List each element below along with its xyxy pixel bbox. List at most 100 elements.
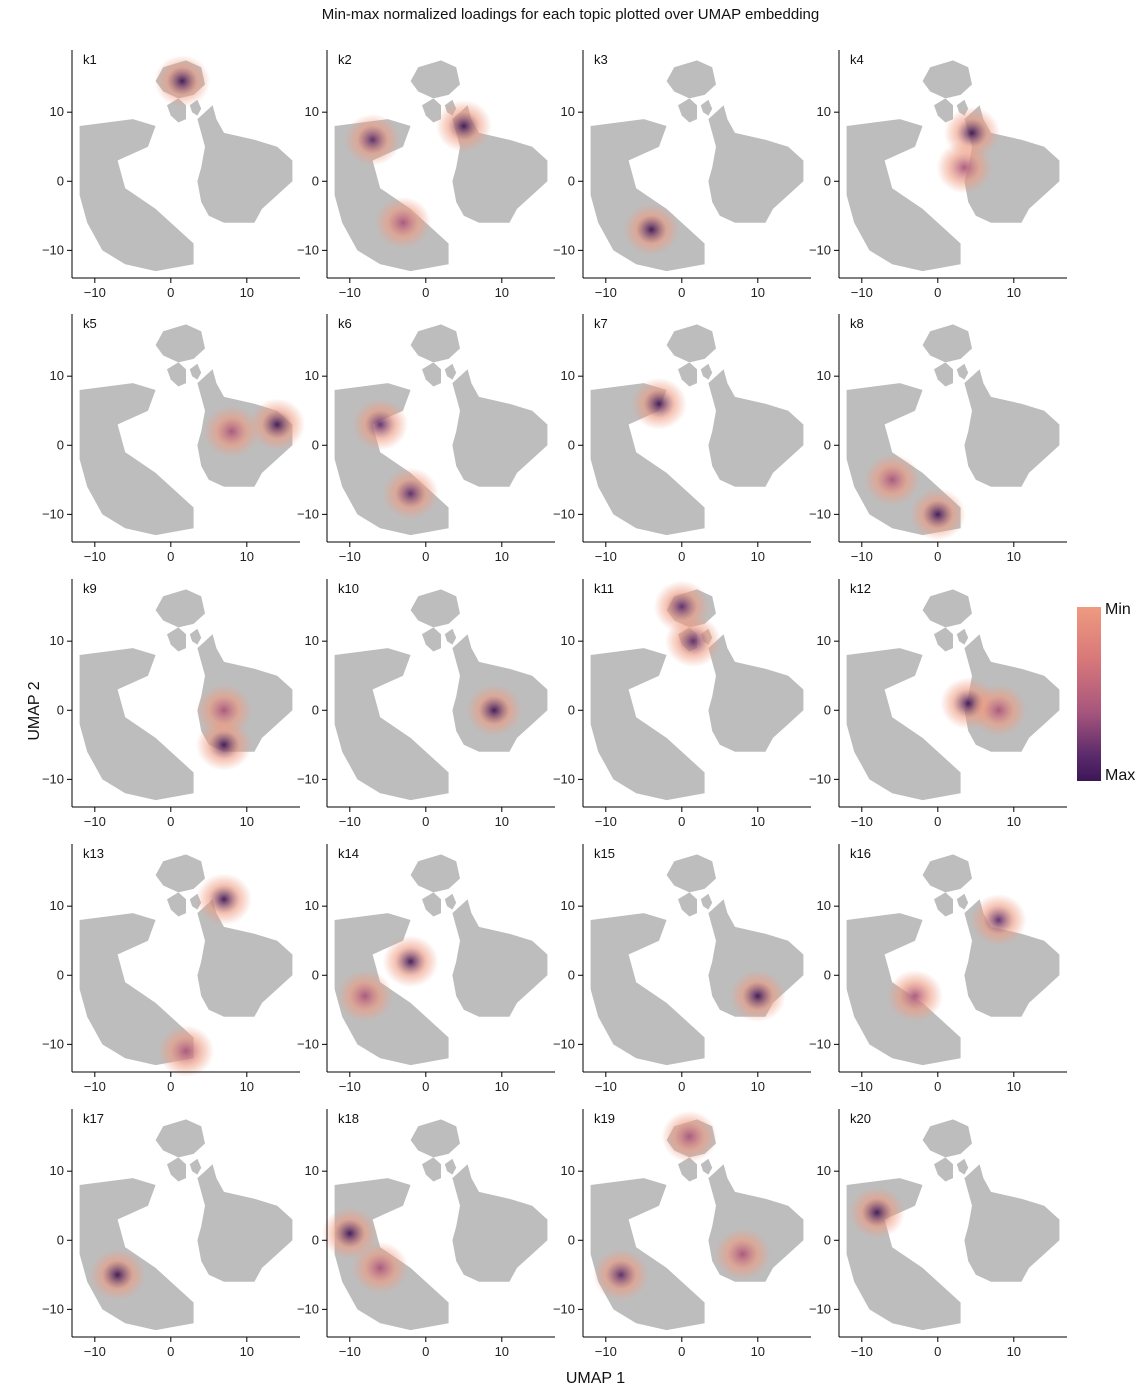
y-tick-label: 10 bbox=[817, 633, 831, 648]
y-tick-label: 0 bbox=[568, 1232, 575, 1247]
umap-cluster-shape bbox=[934, 98, 953, 123]
umap-cluster-shape bbox=[590, 648, 705, 801]
y-tick-label: 10 bbox=[50, 898, 64, 913]
umap-cluster-shape bbox=[197, 1164, 293, 1282]
y-tick-label: −10 bbox=[809, 771, 831, 786]
x-tick-label: 0 bbox=[934, 549, 941, 564]
loading-hotspot bbox=[154, 55, 211, 108]
loading-hotspot bbox=[849, 1186, 905, 1239]
x-tick-label: 0 bbox=[934, 1344, 941, 1359]
panel-label: k2 bbox=[338, 52, 352, 67]
y-tick-label: −10 bbox=[553, 506, 575, 521]
panel-label: k5 bbox=[83, 316, 97, 331]
y-tick-label: −10 bbox=[42, 771, 64, 786]
panel-k11: −10 0 10 −10 0 10 k11 bbox=[553, 579, 811, 829]
x-tick-label: 10 bbox=[751, 285, 765, 300]
x-tick-label: 0 bbox=[678, 1079, 685, 1094]
x-tick-label: −10 bbox=[595, 285, 617, 300]
y-tick-label: 10 bbox=[561, 368, 575, 383]
y-tick-label: −10 bbox=[42, 1301, 64, 1316]
umap-cluster-shape bbox=[410, 60, 460, 99]
legend-colorbar bbox=[1077, 607, 1101, 781]
x-tick-label: 0 bbox=[167, 1344, 174, 1359]
umap-cluster-shape bbox=[846, 648, 961, 801]
y-tick-label: 10 bbox=[561, 104, 575, 119]
x-tick-label: −10 bbox=[851, 285, 873, 300]
y-tick-label: 0 bbox=[824, 702, 831, 717]
x-tick-label: −10 bbox=[595, 1079, 617, 1094]
umap-cluster-shape bbox=[956, 363, 969, 380]
umap-cluster-shape bbox=[189, 628, 202, 645]
umap-cluster-shape bbox=[197, 105, 293, 223]
umap-cluster-shape bbox=[666, 60, 716, 99]
x-tick-label: −10 bbox=[851, 1079, 873, 1094]
loading-hotspot bbox=[729, 970, 786, 1022]
umap-cluster-shape bbox=[922, 854, 972, 893]
x-tick-label: 10 bbox=[1007, 814, 1021, 829]
umap-cluster-shape bbox=[334, 648, 449, 801]
x-tick-label: 10 bbox=[240, 549, 254, 564]
x-tick-label: 0 bbox=[422, 549, 429, 564]
umap-cluster-shape bbox=[410, 1119, 460, 1158]
umap-cluster-shape bbox=[666, 854, 716, 893]
loading-hotspot bbox=[593, 1248, 649, 1301]
y-tick-label: −10 bbox=[297, 506, 319, 521]
umap-cluster-shape bbox=[964, 1164, 1060, 1282]
umap-cluster-shape bbox=[444, 628, 457, 645]
umap-cluster-shape bbox=[79, 1178, 194, 1331]
umap-cluster-shape bbox=[678, 362, 697, 387]
x-tick-label: 0 bbox=[167, 1079, 174, 1094]
umap-cluster-shape bbox=[167, 892, 186, 917]
umap-cluster-shape bbox=[922, 1119, 972, 1158]
umap-cluster-shape bbox=[934, 362, 953, 387]
x-axis-label: UMAP 1 bbox=[565, 1370, 626, 1387]
x-tick-label: −10 bbox=[595, 814, 617, 829]
x-tick-label: 0 bbox=[678, 549, 685, 564]
x-tick-label: −10 bbox=[339, 814, 361, 829]
loading-hotspot bbox=[249, 398, 306, 451]
umap-cluster-shape bbox=[155, 1119, 205, 1158]
loading-hotspot bbox=[936, 141, 993, 194]
y-tick-label: 10 bbox=[305, 633, 319, 648]
umap-cluster-shape bbox=[197, 899, 293, 1017]
panel-label: k7 bbox=[594, 316, 608, 331]
panel-label: k11 bbox=[594, 581, 614, 596]
panel-k19: −10 0 10 −10 0 10 k19 bbox=[553, 1109, 811, 1359]
y-tick-label: 0 bbox=[312, 437, 319, 452]
x-tick-label: 10 bbox=[240, 1344, 254, 1359]
loading-hotspot bbox=[909, 488, 966, 541]
umap-cluster-shape bbox=[452, 899, 548, 1017]
panel-k7: −10 0 10 −10 0 10 k7 bbox=[553, 314, 811, 564]
umap-cluster-shape bbox=[956, 893, 969, 910]
y-tick-label: 0 bbox=[568, 437, 575, 452]
panel-k14: −10 0 10 −10 0 10 k14 bbox=[297, 844, 555, 1094]
x-tick-label: 10 bbox=[1007, 549, 1021, 564]
x-tick-label: −10 bbox=[595, 549, 617, 564]
panel-k18: −10 0 10 −10 0 10 k18 bbox=[297, 1109, 555, 1359]
loading-hotspot bbox=[89, 1248, 146, 1301]
x-tick-label: 10 bbox=[1007, 1079, 1021, 1094]
x-tick-label: 10 bbox=[495, 1079, 509, 1094]
x-tick-label: 0 bbox=[422, 285, 429, 300]
umap-cluster-shape bbox=[444, 363, 457, 380]
y-tick-label: 0 bbox=[568, 173, 575, 188]
panel-label: k20 bbox=[850, 1111, 871, 1126]
y-tick-label: 0 bbox=[824, 437, 831, 452]
umap-cluster-shape bbox=[708, 369, 804, 487]
x-tick-label: 0 bbox=[678, 814, 685, 829]
y-tick-label: 10 bbox=[50, 104, 64, 119]
loading-hotspot bbox=[864, 453, 921, 506]
loading-hotspot bbox=[321, 1207, 378, 1260]
y-tick-label: 10 bbox=[305, 898, 319, 913]
panel-label: k12 bbox=[850, 581, 871, 596]
loading-hotspot bbox=[970, 684, 1027, 737]
y-tick-label: 10 bbox=[305, 368, 319, 383]
y-tick-label: 10 bbox=[817, 104, 831, 119]
umap-cluster-shape bbox=[934, 627, 953, 652]
umap-cluster-shape bbox=[452, 1164, 548, 1282]
y-tick-label: 0 bbox=[57, 702, 64, 717]
loading-hotspot bbox=[196, 873, 252, 926]
loading-hotspot bbox=[970, 894, 1027, 946]
umap-cluster-shape bbox=[922, 589, 972, 628]
